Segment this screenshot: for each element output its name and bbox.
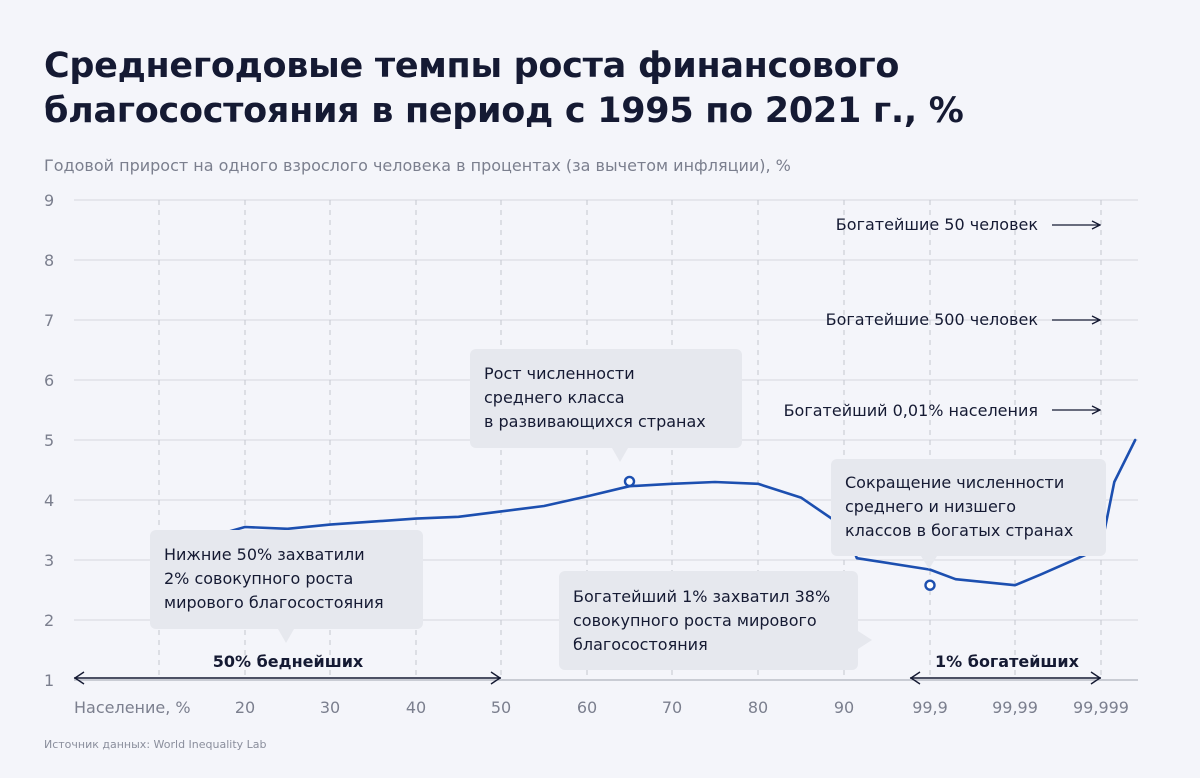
callout-middle-class-line: Рост численности [484, 364, 635, 383]
chart-title-line-1: Среднегодовые темпы роста финансового [44, 46, 900, 86]
callout-middle-class-pointer [612, 448, 628, 462]
callout-bottom-50-text: Нижние 50% захватили 2% совокупного рост… [164, 545, 384, 612]
callout-top-1-line: Богатейший 1% захватил 38% [573, 587, 830, 606]
callout-top-1-pointer [858, 631, 872, 649]
x-tick-label: 99,99 [992, 698, 1038, 717]
chart-subtitle: Годовой прирост на одного взрослого чело… [44, 156, 791, 175]
callout-rich-countries-line: классов в богатых странах [845, 521, 1073, 540]
callout-bottom-50-bg [150, 530, 423, 629]
callout-rich-countries: Сокращение численности среднего и низшег… [831, 459, 1106, 569]
highlighted-points [623, 475, 936, 591]
callout-rich-countries-pointer [921, 556, 937, 569]
x-tick-label: 30 [320, 698, 340, 717]
y-tick-label: 6 [44, 371, 54, 390]
x-tick-label: 50 [491, 698, 511, 717]
range-top-1-right-arrow [1090, 671, 1102, 685]
x-tick-label: 20 [235, 698, 255, 717]
callout-rich-countries-bg [831, 459, 1106, 556]
range-top-1: 1% богатейших [909, 652, 1102, 685]
callout-rich-countries-line: Сокращение численности [845, 473, 1064, 492]
x-tick-label: 99,9 [912, 698, 948, 717]
range-bottom-50: 50% беднейших [73, 652, 502, 685]
callout-top-1-text: Богатейший 1% захватил 38% совокупного р… [573, 587, 835, 654]
label-richest-50-text: Богатейшие 50 человек [836, 215, 1039, 234]
x-axis-tick-labels: 20 30 40 50 60 70 80 90 99,9 99,99 99,999 [235, 698, 1129, 717]
source-note: Источник данных: World Inequality Lab [44, 738, 267, 751]
label-richest-500: Богатейшие 500 человек [826, 310, 1100, 329]
callout-middle-class-text: Рост численности среднего класса в разви… [484, 364, 706, 431]
callout-bottom-50: Нижние 50% захватили 2% совокупного рост… [150, 530, 423, 643]
y-tick-label: 3 [44, 551, 54, 570]
callout-middle-class-bg [470, 349, 742, 448]
x-tick-label: 70 [662, 698, 682, 717]
x-axis-label: Население, % [74, 698, 191, 717]
callout-top-1: Богатейший 1% захватил 38% совокупного р… [559, 571, 872, 670]
label-richest-001-text: Богатейший 0,01% населения [784, 401, 1038, 420]
y-tick-label: 9 [44, 191, 54, 210]
callout-middle-class: Рост численности среднего класса в разви… [470, 349, 742, 462]
range-bottom-50-left-arrow [73, 671, 85, 685]
callout-rich-countries-text: Сокращение численности среднего и низшег… [845, 473, 1073, 540]
y-tick-label: 4 [44, 491, 54, 510]
x-tick-label: 60 [577, 698, 597, 717]
range-bottom-50-right-arrow [490, 671, 502, 685]
range-top-1-left-arrow [909, 671, 921, 685]
label-richest-500-text: Богатейшие 500 человек [826, 310, 1039, 329]
callout-top-1-line: благосостояния [573, 635, 708, 654]
x-tick-label: 90 [834, 698, 854, 717]
y-tick-label: 1 [44, 671, 54, 690]
x-tick-label: 40 [406, 698, 426, 717]
callout-bottom-50-pointer [278, 629, 294, 643]
callout-top-1-bg [559, 571, 858, 670]
y-axis-tick-labels: 1 2 3 4 5 6 7 8 9 [44, 191, 54, 690]
label-richest-001: Богатейший 0,01% населения [784, 401, 1100, 420]
callout-rich-countries-line: среднего и низшего [845, 497, 1016, 516]
data-point-marker [924, 579, 936, 591]
callout-middle-class-line: среднего класса [484, 388, 625, 407]
data-point-marker [623, 475, 636, 488]
callout-middle-class-line: в развивающихся странах [484, 412, 706, 431]
chart-title-line-2: благосостояния в период с 1995 по 2021 г… [44, 91, 964, 131]
callout-bottom-50-line: Нижние 50% захватили [164, 545, 365, 564]
callout-bottom-50-line: 2% совокупного роста [164, 569, 353, 588]
x-tick-label: 80 [748, 698, 768, 717]
y-tick-label: 7 [44, 311, 54, 330]
y-tick-label: 5 [44, 431, 54, 450]
callout-bottom-50-line: мирового благосостояния [164, 593, 384, 612]
range-bottom-50-label: 50% беднейших [213, 652, 364, 671]
label-richest-50: Богатейшие 50 человек [836, 215, 1100, 234]
series-line [157, 438, 1137, 587]
range-top-1-label: 1% богатейших [935, 652, 1080, 671]
y-tick-label: 2 [44, 611, 54, 630]
callout-top-1-line: совокупного роста мирового [573, 611, 817, 630]
chart-title: Среднегодовые темпы роста финансового бл… [44, 44, 1144, 134]
x-tick-label: 99,999 [1073, 698, 1129, 717]
y-tick-label: 8 [44, 251, 54, 270]
